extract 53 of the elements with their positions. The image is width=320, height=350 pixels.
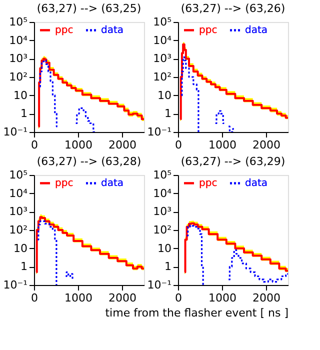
y-tick-label: 10⁴ — [153, 186, 172, 200]
x-tick-label: 0 — [31, 138, 38, 152]
y-tick-label: 10⁻¹ — [3, 278, 28, 292]
legend-label: data — [245, 178, 268, 190]
chart-title: (63,27) --> (63,25) — [36, 2, 142, 15]
y-tick-label: 10⁴ — [153, 34, 172, 47]
y-tick-label: 10² — [153, 70, 172, 84]
y-tick-label: 10⁵ — [9, 16, 28, 28]
y-tick-label: 10³ — [153, 205, 172, 218]
x-tick-label: 2000 — [252, 138, 280, 152]
y-tick-label: 10³ — [153, 52, 172, 66]
y-tick-label: 10⁻¹ — [147, 278, 172, 292]
series-label: ppc — [199, 25, 218, 36]
x-tick-label: 2000 — [252, 292, 280, 304]
x-tick-label: 1000 — [64, 138, 92, 152]
legend-label: ppc — [55, 25, 74, 36]
y-tick-label: 10⁵ — [153, 16, 172, 28]
chart-title: (63,27) --> (63,26) — [180, 2, 286, 15]
x-tick-label: 1000 — [208, 292, 236, 304]
y-tick-label: 10⁴ — [9, 186, 28, 200]
y-tick-label: 1 — [20, 107, 28, 120]
y-tick-label: 10⁻¹ — [3, 126, 28, 138]
y-tick-label: 10² — [9, 70, 28, 84]
y-tick-label: 10 — [14, 88, 28, 102]
text: ppc — [199, 178, 218, 190]
y-tick-label: 1 — [20, 260, 28, 274]
x-tick-label: 1000 — [208, 138, 236, 152]
y-tick-label: 10² — [9, 224, 28, 236]
x-tick-label: 1000 — [64, 292, 92, 304]
chart-title: (63,27) --> (63,28) — [36, 155, 142, 168]
y-tick-label: 10⁵ — [9, 168, 28, 182]
y-tick-label: 10⁻¹ — [147, 126, 172, 138]
x-tick-label: 0 — [175, 138, 182, 152]
y-tick-label: 10⁴ — [9, 34, 28, 47]
x-tick-label: 0 — [31, 292, 38, 304]
chart-title: (63,27) --> (63,29) — [180, 155, 286, 168]
legend-label: data — [101, 25, 124, 36]
y-tick-label: 10² — [153, 224, 172, 236]
y-tick-label: 10 — [14, 242, 28, 255]
y-tick-label: 10⁵ — [153, 168, 172, 182]
legend-label: data — [101, 178, 124, 190]
y-tick-label: 10 — [158, 88, 172, 102]
legend-label: ppc — [55, 178, 74, 190]
y-tick-label: 10³ — [9, 205, 28, 218]
x-tick-label: 2000 — [108, 138, 136, 152]
x-tick-label: 2000 — [108, 292, 136, 304]
y-tick-label: 1 — [164, 260, 172, 274]
x-axis-title: time from the flasher event [ ns ] — [105, 306, 288, 320]
y-tick-label: 10³ — [9, 52, 28, 66]
x-tick-label: 0 — [175, 292, 182, 304]
y-tick-label: 1 — [164, 107, 172, 120]
y-tick-label: 10 — [158, 242, 172, 255]
legend-label: data — [245, 25, 268, 36]
